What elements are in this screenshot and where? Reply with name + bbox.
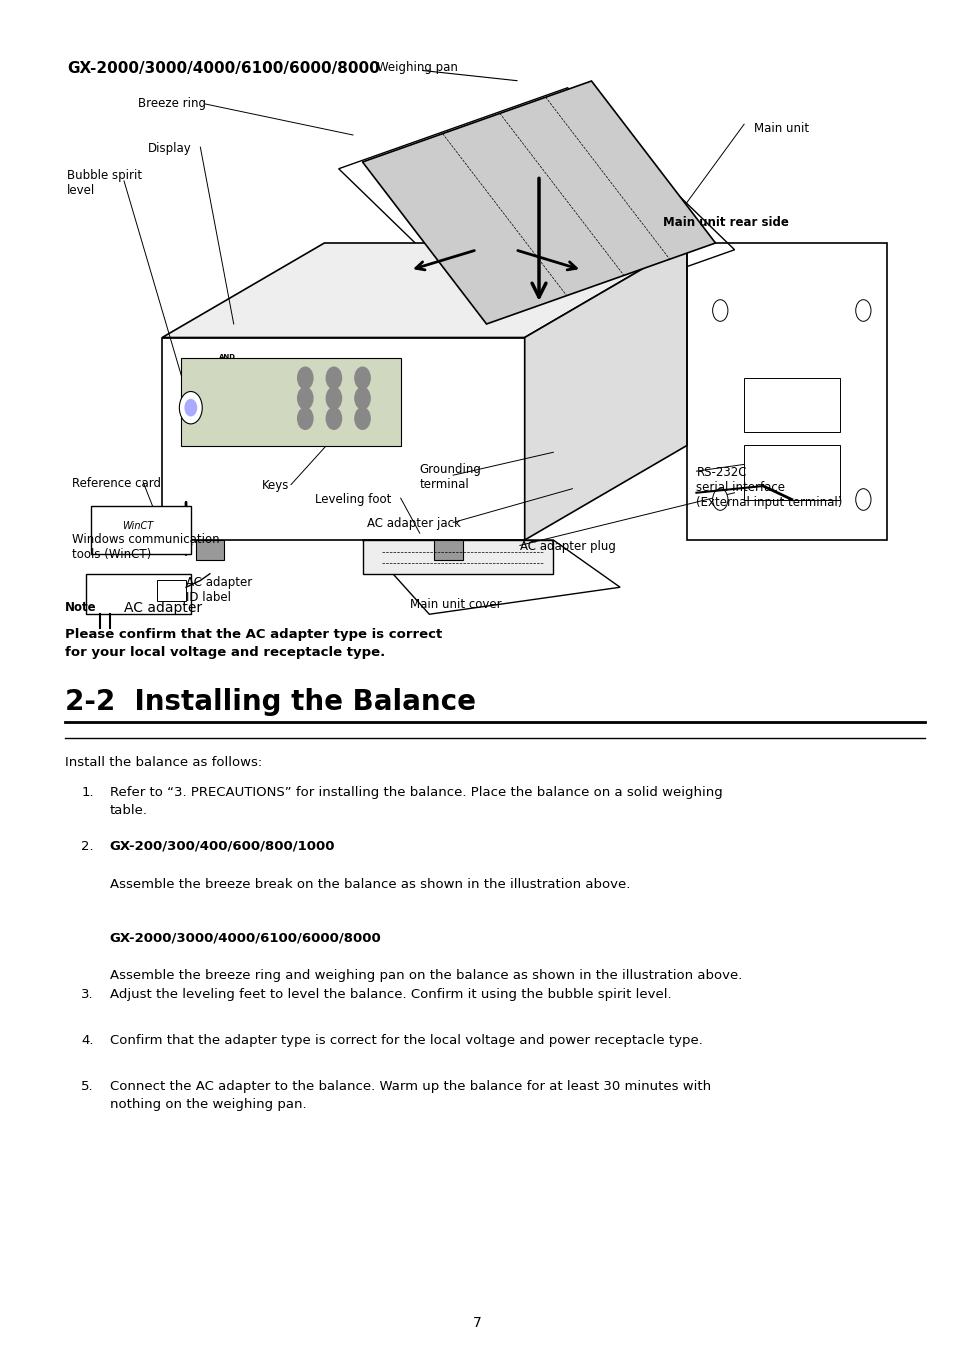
Bar [434, 540, 462, 560]
Polygon shape [91, 506, 191, 554]
Text: Main unit: Main unit [753, 122, 808, 135]
Text: AND: AND [219, 354, 236, 359]
Text: Leveling foot: Leveling foot [314, 493, 391, 506]
Text: Weighing pan: Weighing pan [376, 61, 457, 74]
Text: AC adapter jack: AC adapter jack [367, 517, 460, 531]
Text: Bubble spirit
level: Bubble spirit level [67, 169, 142, 197]
Polygon shape [362, 540, 619, 614]
Circle shape [185, 400, 196, 416]
Circle shape [855, 300, 870, 321]
Circle shape [355, 408, 370, 429]
Polygon shape [362, 81, 715, 324]
Text: 2-2  Installing the Balance: 2-2 Installing the Balance [65, 688, 476, 717]
Circle shape [297, 387, 313, 409]
Polygon shape [162, 243, 686, 338]
Text: Install the balance as follows:: Install the balance as follows: [65, 756, 262, 770]
Circle shape [326, 367, 341, 389]
Text: Reference card: Reference card [71, 477, 160, 490]
Text: Main unit cover: Main unit cover [410, 598, 501, 612]
Polygon shape [362, 540, 553, 574]
Circle shape [326, 387, 341, 409]
Text: 2.: 2. [81, 840, 93, 853]
Polygon shape [86, 574, 191, 614]
Bar [743, 446, 839, 500]
Circle shape [326, 408, 341, 429]
Bar [743, 378, 839, 432]
Text: GX-200/300/400/600/800/1000: GX-200/300/400/600/800/1000 [110, 840, 335, 853]
Circle shape [712, 300, 727, 321]
Text: Note: Note [65, 601, 96, 614]
Text: Refer to “3. PRECAUTIONS” for installing the balance. Place the balance on a sol: Refer to “3. PRECAUTIONS” for installing… [110, 786, 721, 817]
Text: 3.: 3. [81, 988, 93, 1002]
Circle shape [297, 408, 313, 429]
Bar [195, 540, 224, 560]
Polygon shape [181, 358, 400, 446]
Circle shape [355, 387, 370, 409]
Text: Assemble the breeze break on the balance as shown in the illustration above.: Assemble the breeze break on the balance… [110, 878, 629, 891]
Polygon shape [162, 338, 524, 540]
Text: 7: 7 [472, 1316, 481, 1330]
Text: Display: Display [148, 142, 192, 155]
Text: GX-2000/3000/4000/6100/6000/8000: GX-2000/3000/4000/6100/6000/8000 [67, 61, 379, 76]
Circle shape [179, 392, 202, 424]
Text: Assemble the breeze ring and weighing pan on the balance as shown in the illustr: Assemble the breeze ring and weighing pa… [110, 969, 741, 983]
Text: AC adapter plug: AC adapter plug [519, 540, 615, 553]
Circle shape [855, 489, 870, 510]
Text: RS-232C
serial interface
(External input terminal): RS-232C serial interface (External input… [696, 466, 841, 509]
Text: AC adapter: AC adapter [124, 601, 202, 614]
Text: WinCT: WinCT [122, 521, 153, 531]
Polygon shape [524, 243, 686, 540]
Text: AC adapter
ID label: AC adapter ID label [186, 576, 252, 605]
Text: GX-2000/3000/4000/6100/6000/8000: GX-2000/3000/4000/6100/6000/8000 [110, 931, 381, 945]
Circle shape [355, 367, 370, 389]
Text: 5.: 5. [81, 1080, 93, 1094]
Text: Connect the AC adapter to the balance. Warm up the balance for at least 30 minut: Connect the AC adapter to the balance. W… [110, 1080, 710, 1111]
Text: Main unit rear side: Main unit rear side [662, 216, 788, 230]
Text: Keys: Keys [262, 479, 290, 493]
Polygon shape [686, 243, 886, 540]
Circle shape [712, 489, 727, 510]
Text: Windows communication
tools (WinCT): Windows communication tools (WinCT) [71, 533, 219, 562]
Text: Confirm that the adapter type is correct for the local voltage and power recepta: Confirm that the adapter type is correct… [110, 1034, 701, 1048]
Text: Adjust the leveling feet to level the balance. Confirm it using the bubble spiri: Adjust the leveling feet to level the ba… [110, 988, 671, 1002]
Text: Breeze ring: Breeze ring [138, 97, 206, 111]
Bar [157, 580, 186, 601]
Text: 4.: 4. [81, 1034, 93, 1048]
Text: 1.: 1. [81, 786, 93, 799]
Circle shape [297, 367, 313, 389]
Text: Grounding
terminal: Grounding terminal [419, 463, 481, 491]
Text: Please confirm that the AC adapter type is correct
for your local voltage and re: Please confirm that the AC adapter type … [65, 628, 441, 659]
